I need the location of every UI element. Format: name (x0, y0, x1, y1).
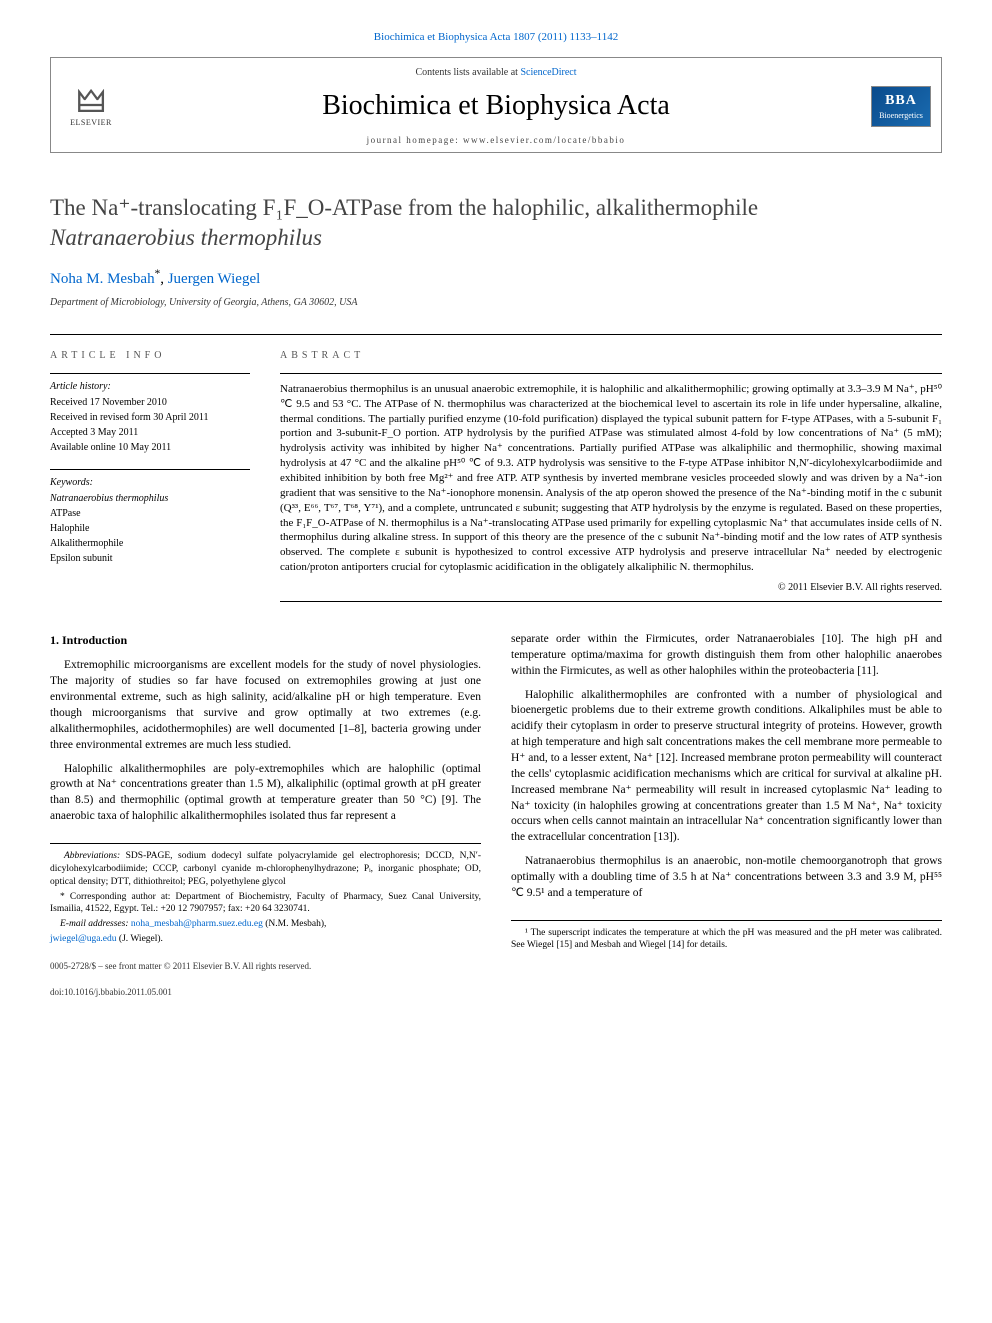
keyword-4: Alkalithermophile (50, 537, 250, 551)
received-date: Received 17 November 2010 (50, 396, 250, 410)
intro-p3: separate order within the Firmicutes, or… (511, 632, 942, 680)
elsevier-text: ELSEVIER (61, 117, 121, 128)
email-1-link[interactable]: noha_mesbah@pharm.suez.edu.eg (131, 919, 263, 929)
intro-p5: Natranaerobius thermophilus is an anaero… (511, 854, 942, 902)
intro-p2: Halophilic alkalithermophiles are poly-e… (50, 762, 481, 825)
history-label: Article history: (50, 380, 250, 394)
masthead: 🜲 ELSEVIER Contents lists available at S… (50, 57, 942, 153)
email-2-link[interactable]: jwiegel@uga.edu (50, 934, 117, 944)
sciencedirect-link[interactable]: ScienceDirect (520, 67, 576, 78)
corresponding-author: * Corresponding author at: Department of… (50, 891, 481, 917)
abbreviations: Abbreviations: SDS-PAGE, sodium dodecyl … (50, 850, 481, 888)
journal-header-citation[interactable]: Biochimica et Biophysica Acta 1807 (2011… (50, 30, 942, 45)
journal-name: Biochimica et Biophysica Acta (131, 86, 861, 125)
elsevier-tree-icon: 🜲 (61, 85, 121, 117)
doi-line[interactable]: doi:10.1016/j.bbabio.2011.05.001 (50, 986, 481, 998)
email-label: E-mail addresses: (60, 919, 129, 929)
bba-cover-thumb[interactable]: BBA Bioenergetics (861, 86, 941, 127)
revised-date: Received in revised form 30 April 2011 (50, 411, 250, 425)
abbrev-label: Abbreviations: (64, 851, 120, 861)
accepted-date: Accepted 3 May 2011 (50, 426, 250, 440)
body-columns: 1. Introduction Extremophilic microorgan… (50, 632, 942, 999)
right-column: separate order within the Firmicutes, or… (511, 632, 942, 999)
section-1-heading: 1. Introduction (50, 632, 481, 649)
title-line1: The Na⁺-translocating F₁F_O-ATPase from … (50, 195, 758, 220)
bba-small: Bioenergetics (874, 110, 928, 121)
bba-box: BBA Bioenergetics (871, 86, 931, 127)
article-info-header: ARTICLE INFO (50, 349, 250, 363)
abstract-header: ABSTRACT (280, 349, 942, 363)
intro-p1: Extremophilic microorganisms are excelle… (50, 658, 481, 753)
masthead-center: Contents lists available at ScienceDirec… (131, 66, 861, 146)
contents-prefix: Contents lists available at (415, 67, 520, 78)
keywords-label: Keywords: (50, 476, 250, 490)
article-title: The Na⁺-translocating F₁F_O-ATPase from … (50, 193, 942, 253)
footnote-1: ¹ The superscript indicates the temperat… (511, 927, 942, 953)
intro-p4: Halophilic alkalithermophiles are confro… (511, 688, 942, 847)
keyword-3: Halophile (50, 522, 250, 536)
title-line2-italic: Natranaerobius thermophilus (50, 225, 322, 250)
abstract-text: Natranaerobius thermophilus is an unusua… (280, 382, 942, 575)
author-2-link[interactable]: Juergen Wiegel (168, 271, 261, 287)
email-addresses: E-mail addresses: noha_mesbah@pharm.suez… (50, 918, 481, 931)
footnotes-left: Abbreviations: SDS-PAGE, sodium dodecyl … (50, 843, 481, 946)
issn-line: 0005-2728/$ – see front matter © 2011 El… (50, 960, 481, 972)
online-date: Available online 10 May 2011 (50, 441, 250, 455)
author-1-link[interactable]: Noha M. Mesbah (50, 271, 155, 287)
contents-available-line: Contents lists available at ScienceDirec… (131, 66, 861, 80)
article-info-block: ARTICLE INFO Article history: Received 1… (50, 349, 250, 602)
keyword-1: Natranaerobius thermophilus (50, 492, 250, 506)
keyword-5: Epsilon subunit (50, 552, 250, 566)
authors: Noha M. Mesbah*, Juergen Wiegel (50, 267, 942, 290)
abstract-block: ABSTRACT Natranaerobius thermophilus is … (280, 349, 942, 602)
email-2-name: (J. Wiegel). (119, 934, 163, 944)
corresponding-marker: * (155, 268, 161, 280)
journal-homepage[interactable]: journal homepage: www.elsevier.com/locat… (131, 134, 861, 147)
keyword-2: ATPase (50, 507, 250, 521)
elsevier-logo[interactable]: 🜲 ELSEVIER (51, 85, 131, 128)
left-column: 1. Introduction Extremophilic microorgan… (50, 632, 481, 999)
footnotes-right: ¹ The superscript indicates the temperat… (511, 920, 942, 953)
corr-label: * Corresponding author at: (60, 892, 170, 902)
bba-big: BBA (874, 91, 928, 111)
affiliation: Department of Microbiology, University o… (50, 296, 942, 310)
email-1-name: (N.M. Mesbah), (265, 919, 326, 929)
abstract-copyright: © 2011 Elsevier B.V. All rights reserved… (280, 581, 942, 595)
